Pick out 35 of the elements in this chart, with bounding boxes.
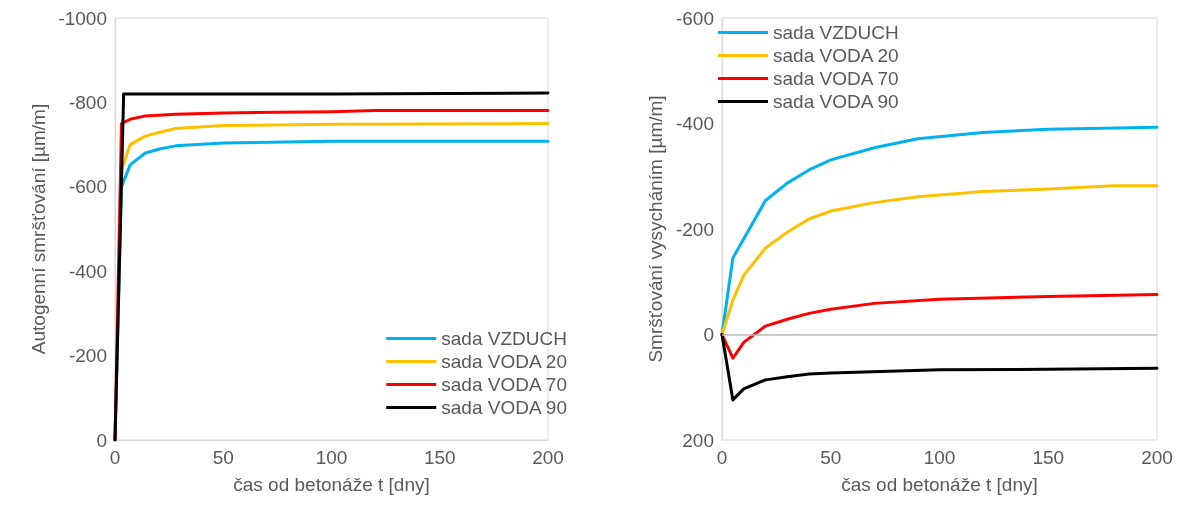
x-tick-label: 150 (1032, 447, 1065, 468)
x-tick-label: 100 (315, 447, 348, 468)
y-tick-label: 200 (682, 429, 714, 451)
x-tick-label: 50 (820, 447, 842, 468)
y-tick-label: -1000 (58, 7, 107, 29)
y-tick-label: -600 (675, 7, 714, 29)
y-tick-label: -400 (675, 113, 714, 134)
x-tick-label: 200 (532, 447, 564, 468)
legend-label: sada VZDUCH (773, 22, 899, 43)
y-tick-label: -600 (68, 176, 107, 198)
y-tick-label: -200 (68, 345, 107, 367)
x-tick-label: 100 (923, 447, 956, 468)
y-tick-label: 0 (96, 429, 107, 451)
x-tick-label: 150 (423, 447, 456, 468)
legend-label: sada VODA 20 (773, 45, 899, 66)
x-tick-label: 50 (212, 447, 234, 468)
legend-label: sada VODA 90 (773, 91, 899, 112)
x-tick-label: 200 (1141, 447, 1173, 468)
legend-label: sada VODA 70 (441, 374, 567, 395)
y-tick-label: 0 (703, 324, 714, 345)
legend-label: sada VZDUCH (441, 328, 567, 349)
y-tick-label: -400 (68, 260, 107, 282)
x-tick-label: 0 (109, 447, 121, 468)
y-axis-title: Autogenní smršťování [µm/m] (27, 103, 49, 355)
legend-label: sada VODA 70 (773, 68, 899, 89)
x-tick-label: 0 (716, 447, 728, 468)
y-tick-label: -800 (68, 91, 107, 113)
line-series (720, 333, 1159, 402)
x-axis-title: čas od betonáže t [dny] (841, 474, 1038, 495)
legend-label: sada VODA 20 (441, 351, 567, 372)
y-tick-label: -200 (675, 218, 714, 240)
line-series (720, 184, 1159, 336)
y-axis-title: Smršťování vysycháním [µm/m] (645, 95, 667, 363)
legend-label: sada VODA 90 (441, 397, 567, 418)
x-axis-title: čas od betonáže t [dny] (233, 474, 430, 495)
